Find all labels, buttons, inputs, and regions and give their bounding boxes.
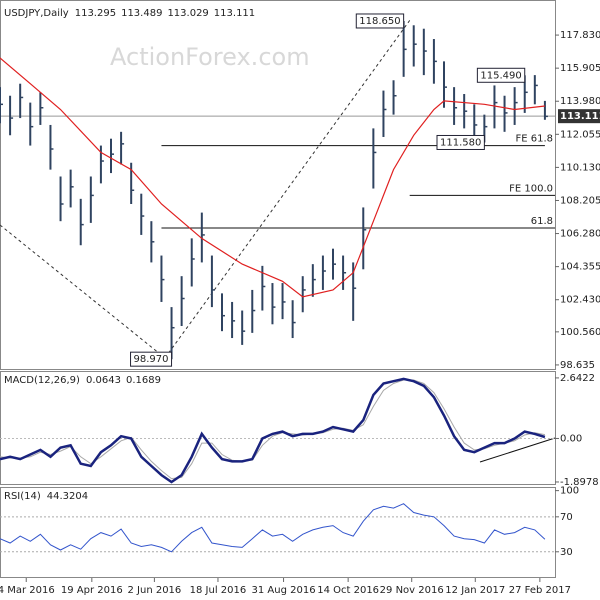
price-label-box [436,134,485,150]
price-label: 115.490 [480,70,521,81]
x-tick-label: 2 Jun 2016 [127,585,181,596]
y-tick-label: 106.280 [560,229,600,240]
moving-average [0,57,545,298]
readout-value: 113.489 [121,8,162,19]
signal-line [0,379,545,480]
y-tick-label: 30 [560,547,573,558]
level-label: FE 61.8 [515,134,553,145]
x-tick-label: 19 Apr 2016 [61,585,123,596]
x-tick-label: 29 Nov 2016 [380,585,444,596]
y-tick-label: 0.00 [560,433,582,444]
y-tick-label: 115.905 [560,63,600,74]
macd-trendline [479,437,556,463]
readout-value: 113.111 [214,8,255,19]
panel-title: MACD(12,26,9) [4,375,80,386]
y-tick-label: 110.130 [560,162,600,173]
rsi-line [0,503,546,553]
price-label-box [476,67,526,83]
watermark: ActionForex.com [110,43,310,71]
level-label: 61.8 [531,216,553,227]
level-label: FE 100.0 [509,183,553,194]
readout-value: 113.029 [167,8,208,19]
price-frame [0,0,556,370]
x-tick-label: 14 Oct 2016 [317,585,379,596]
panel-title: RSI(14) [4,491,41,502]
y-tick-label: 117.830 [560,30,600,41]
panel-title: USDJPY,Daily [4,8,69,19]
x-tick-label: 31 Aug 2016 [252,585,316,596]
y-tick-label: -1.8978 [560,477,599,488]
last-value-label: 113.111 [560,111,600,122]
y-tick-label: 113.980 [560,96,600,107]
last-value-box [558,109,600,124]
rsi-frame [0,487,556,578]
y-tick-label: 100.560 [560,327,600,338]
trend-leg [0,224,166,359]
macd-line [0,377,546,484]
price-label: 98.970 [134,354,169,365]
readout-value: 113.295 [75,8,116,19]
x-tick-label: 12 Jan 2017 [445,585,505,596]
y-tick-label: 108.205 [560,195,600,206]
y-tick-label: 2.6422 [560,373,595,384]
x-tick-label: 18 Jul 2016 [190,585,247,596]
y-tick-label: 70 [560,512,573,523]
readout-value: 44.3204 [47,491,88,502]
y-tick-label: 100 [560,486,579,497]
readout-value: 0.1689 [126,375,161,386]
price-label: 118.650 [359,16,400,27]
price-label: 111.580 [440,137,481,148]
macd-frame [0,371,556,485]
x-tick-label: 4 Mar 2016 [0,585,55,596]
y-tick-label: 112.055 [560,129,600,140]
y-tick-label: 98.635 [560,360,595,371]
y-tick-label: 102.430 [560,295,600,306]
readout-value: 0.0643 [86,375,121,386]
price-label-box [355,13,405,29]
x-tick-label: 27 Feb 2017 [509,585,571,596]
y-tick-label: 104.355 [560,262,600,273]
price-label-box [130,351,173,367]
